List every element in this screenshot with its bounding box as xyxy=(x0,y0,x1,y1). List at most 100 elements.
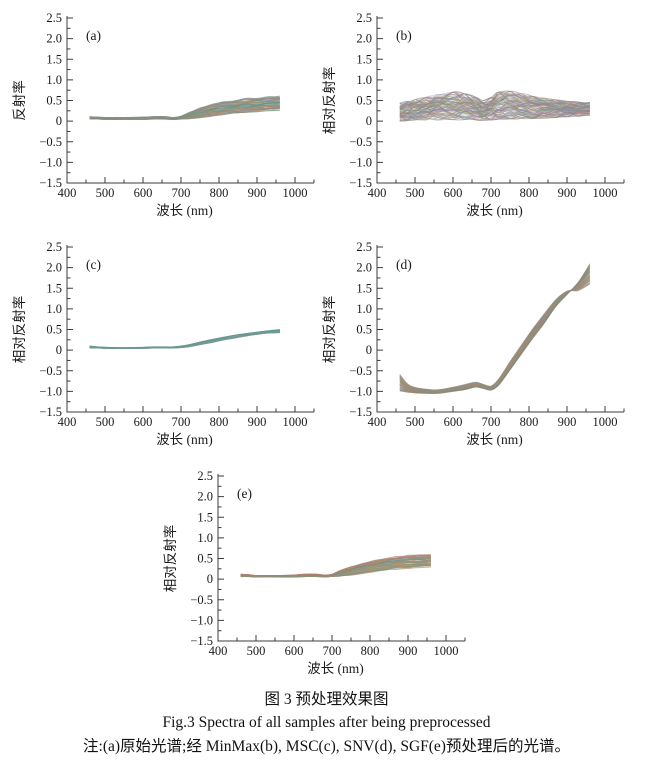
spectrum-line xyxy=(399,97,590,115)
spectrum-line xyxy=(399,99,590,113)
subplot-a: 2.5 2.0 1.5 1.0 0.5 0 −0.5 −1.0 −1.5 400 500 600 700… xyxy=(10,3,320,225)
x-tick-label: 700 xyxy=(482,186,501,200)
x-tick-label: 400 xyxy=(58,415,77,429)
spectrum-line xyxy=(399,263,591,394)
y-tick-label: −0.5 xyxy=(39,364,62,378)
spectra-lines xyxy=(399,90,590,122)
spectrum-line xyxy=(399,96,590,110)
spectrum-line xyxy=(399,112,590,121)
spectrum-line xyxy=(399,113,590,122)
y-tick-label: 0 xyxy=(366,114,372,128)
spectrum-line xyxy=(399,107,590,121)
y-tick-label: 2.0 xyxy=(197,490,213,504)
y-tick-label: 1.0 xyxy=(46,73,62,87)
spectrum-line xyxy=(399,273,591,393)
spectrum-line xyxy=(399,109,590,122)
spectrum-line xyxy=(399,264,591,394)
x-tick-label: 700 xyxy=(482,415,501,429)
spectrum-line xyxy=(399,267,591,394)
spectrum-line xyxy=(399,111,590,121)
spectrum-line xyxy=(399,269,591,393)
y-tick-label: 2.5 xyxy=(46,11,62,25)
spectrum-line xyxy=(399,276,591,392)
x-tick-label: 400 xyxy=(209,644,228,658)
y-tick-label: −1.0 xyxy=(190,613,213,627)
spectrum-line xyxy=(399,271,591,393)
y-axis-title: 反射率 xyxy=(11,80,27,121)
y-axis-title: 相对反射率 xyxy=(11,296,27,364)
spectrum-line xyxy=(399,275,591,393)
y-tick-label: 1.5 xyxy=(356,281,372,295)
spectrum-line xyxy=(399,265,591,394)
caption-chinese: 图 3 预处理效果图 xyxy=(264,691,389,708)
spectrum-line xyxy=(399,275,591,392)
y-tick-label: −1.5 xyxy=(190,634,213,648)
y-tick-label: 0.5 xyxy=(356,323,372,337)
spectrum-line xyxy=(399,100,590,113)
panel-letter-a: (a) xyxy=(86,28,101,43)
spectrum-line xyxy=(399,111,590,122)
x-tick-label: 400 xyxy=(368,186,387,200)
y-tick-label: −1.5 xyxy=(349,405,372,419)
spectrum-line xyxy=(399,93,590,108)
spectrum-line xyxy=(399,270,591,393)
spectra-lines xyxy=(89,329,280,349)
spectrum-line xyxy=(399,91,590,109)
spectrum-line xyxy=(399,100,590,116)
spectrum-line xyxy=(399,270,591,393)
y-tick-label: 2.5 xyxy=(356,11,372,25)
spectrum-line xyxy=(399,276,591,392)
spectrum-line xyxy=(399,105,590,117)
spectrum-line xyxy=(399,100,590,114)
spectrum-line xyxy=(399,91,590,110)
spectrum-line xyxy=(399,99,590,112)
spectrum-line xyxy=(399,275,591,392)
y-tick-label: 0.5 xyxy=(46,94,62,108)
x-tick-label: 700 xyxy=(323,644,342,658)
spectrum-line xyxy=(399,96,590,111)
x-tick-label: 600 xyxy=(444,186,463,200)
spectrum-line xyxy=(399,110,590,121)
spectrum-line xyxy=(399,101,590,116)
spectrum-line xyxy=(399,107,590,119)
spectrum-line xyxy=(399,90,590,110)
subplot-b: 2.5 2.0 1.5 1.0 0.5 0 −0.5 −1.0 −1.5 400 500 600 700… xyxy=(320,3,630,225)
spectrum-line xyxy=(399,91,590,109)
spectrum-line xyxy=(399,90,590,107)
spectrum-line xyxy=(399,268,591,393)
spectrum-line xyxy=(240,554,431,576)
spectrum-line xyxy=(399,95,590,111)
y-tick-label: −1.0 xyxy=(39,384,62,398)
x-tick-label: 900 xyxy=(248,186,267,200)
y-tick-label: −1.5 xyxy=(349,176,372,190)
spectrum-line xyxy=(399,109,590,122)
x-tick-label: 500 xyxy=(96,186,115,200)
spectrum-line xyxy=(399,109,590,122)
spectrum-line xyxy=(399,91,590,109)
x-tick-label: 500 xyxy=(406,415,425,429)
y-tick-label: −0.5 xyxy=(39,135,62,149)
spectrum-line xyxy=(399,111,590,122)
y-tick-label: −0.5 xyxy=(349,364,372,378)
spectrum-line xyxy=(399,91,590,112)
spectrum-line xyxy=(399,271,591,393)
x-tick-label: 800 xyxy=(361,644,380,658)
spectrum-line xyxy=(399,267,591,394)
spectrum-line xyxy=(399,96,590,113)
spectrum-line xyxy=(399,99,590,112)
spectra-lines xyxy=(399,263,591,395)
x-tick-label: 900 xyxy=(399,644,418,658)
spectrum-line xyxy=(399,91,590,107)
caption-english: Fig.3 Spectra of all samples after being… xyxy=(162,714,491,731)
y-tick-label: 0.5 xyxy=(46,323,62,337)
spectrum-line xyxy=(399,105,590,117)
spectrum-line xyxy=(399,265,591,394)
spectrum-line xyxy=(399,110,590,122)
spectrum-line xyxy=(399,106,590,121)
spectrum-line xyxy=(399,91,590,110)
spectrum-line xyxy=(399,91,590,108)
spectrum-line xyxy=(89,329,280,349)
